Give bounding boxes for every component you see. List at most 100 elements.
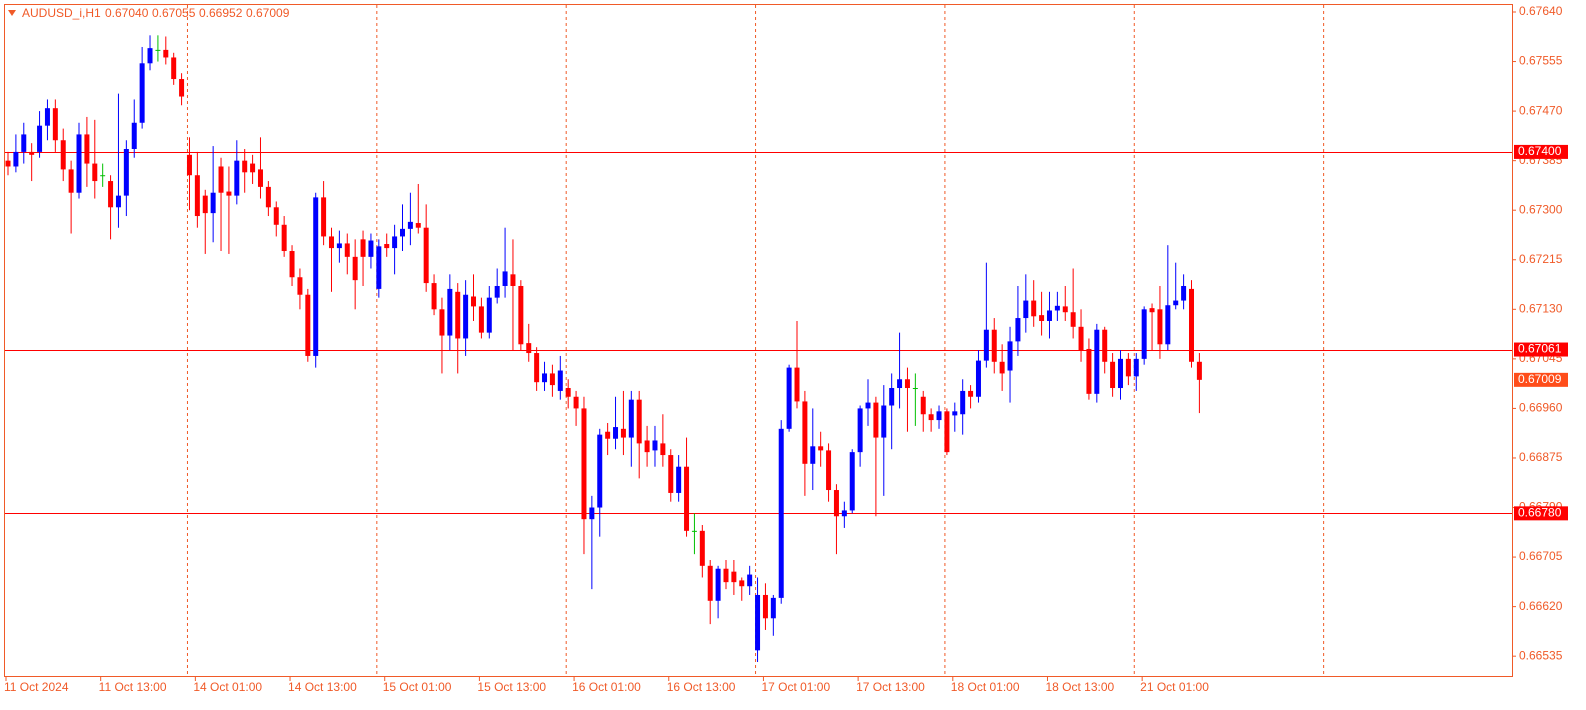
candle-body [691,530,697,532]
candle-body [1015,318,1021,342]
candle-body [1039,315,1045,321]
candle-body [810,446,816,464]
candle-body [218,166,224,193]
candle-body [731,571,737,583]
candle-body [1007,341,1013,371]
candle-body [873,402,879,438]
candle-body [841,510,847,517]
candle-body [486,297,492,333]
candle-body [944,411,950,453]
candle-body [889,388,895,406]
candle-body [392,236,398,249]
level-label: 0.67061 [1518,342,1562,356]
level-label-box [1514,506,1568,521]
candle-body [60,140,66,170]
y-tick-label: 0.67470 [1519,103,1563,117]
candle-body [313,197,319,356]
x-tick-label: 14 Oct 13:00 [288,680,357,694]
level-label-box [1514,144,1568,159]
candle-body [613,427,619,439]
candle-body [628,399,634,438]
candle-body [297,277,303,295]
candle-body [668,455,674,493]
candle-body [715,568,721,601]
candle-body [1196,361,1202,380]
candle-body [1141,309,1147,359]
x-tick-label: 14 Oct 01:00 [193,680,262,694]
candle-body [1157,309,1163,345]
candle-body [865,402,871,409]
candle-body [202,195,208,214]
candle-body [463,294,469,339]
candle-body [1125,358,1131,377]
candle-body [975,360,981,397]
x-tick-label: 11 Oct 13:00 [99,680,167,694]
candle-body [502,271,508,286]
candle-body [778,428,784,598]
candle-body [1086,348,1092,394]
candle-body [818,446,824,451]
candle-body [542,373,548,383]
candle-body [250,163,256,173]
candle-body [265,186,271,208]
candle-body [100,175,106,177]
candle-body [336,243,342,249]
candle-body [833,490,839,517]
candle-body [1189,288,1194,362]
x-tick-label: 17 Oct 13:00 [856,680,925,694]
candle-body [321,197,327,237]
level-label: 0.66780 [1518,506,1562,520]
candle-body [573,396,579,409]
candle-body [139,63,145,123]
candle-body [549,373,555,386]
candle-body [131,122,137,149]
candle-body [1149,308,1155,313]
plot-frame [4,4,1513,677]
candle-body [557,370,563,391]
header-value: 0.66952 [199,6,243,20]
candle-body [415,223,421,228]
candle-body [1031,300,1037,317]
menu-triangle[interactable] [8,10,16,16]
candle-body [29,151,35,155]
candle-body [581,408,587,520]
y-tick-label: 0.66535 [1519,648,1563,662]
header-value: 0.67040 [105,6,149,20]
candle-body [68,169,74,193]
candle-body [344,243,350,257]
candle-body [707,565,713,601]
candle-body [37,125,43,152]
x-tick-label: 16 Oct 13:00 [667,680,736,694]
current-price-label: 0.67009 [1518,372,1562,386]
candle-body [108,181,114,208]
candle-body [849,452,855,511]
candle-body [1046,310,1052,321]
y-tick-label: 0.66705 [1519,549,1563,563]
candle-body [123,148,129,196]
candle-body [1054,305,1060,311]
candle-body [281,224,287,252]
candle-body [5,160,11,167]
candle-body [368,240,374,257]
candle-body [534,353,540,383]
candle-body [794,367,800,402]
level-label-box [1514,342,1568,357]
candle-body [1094,329,1100,394]
candle-body [684,466,690,531]
candle-body [455,291,461,339]
candle-body [400,228,405,237]
candle-body [936,411,942,421]
candle-body [305,294,311,356]
candle-body [699,530,705,566]
candle-body [273,207,279,225]
candle-body [912,388,918,390]
candle-body [155,49,161,51]
candle-body [660,443,666,456]
x-tick-label: 17 Oct 01:00 [761,680,830,694]
candle-body [1117,358,1123,389]
y-tick-label: 0.66620 [1519,599,1563,613]
candle-body [1165,305,1171,345]
y-tick-label: 0.66875 [1519,450,1563,464]
candle-body [652,440,658,451]
candle-body [179,79,185,97]
